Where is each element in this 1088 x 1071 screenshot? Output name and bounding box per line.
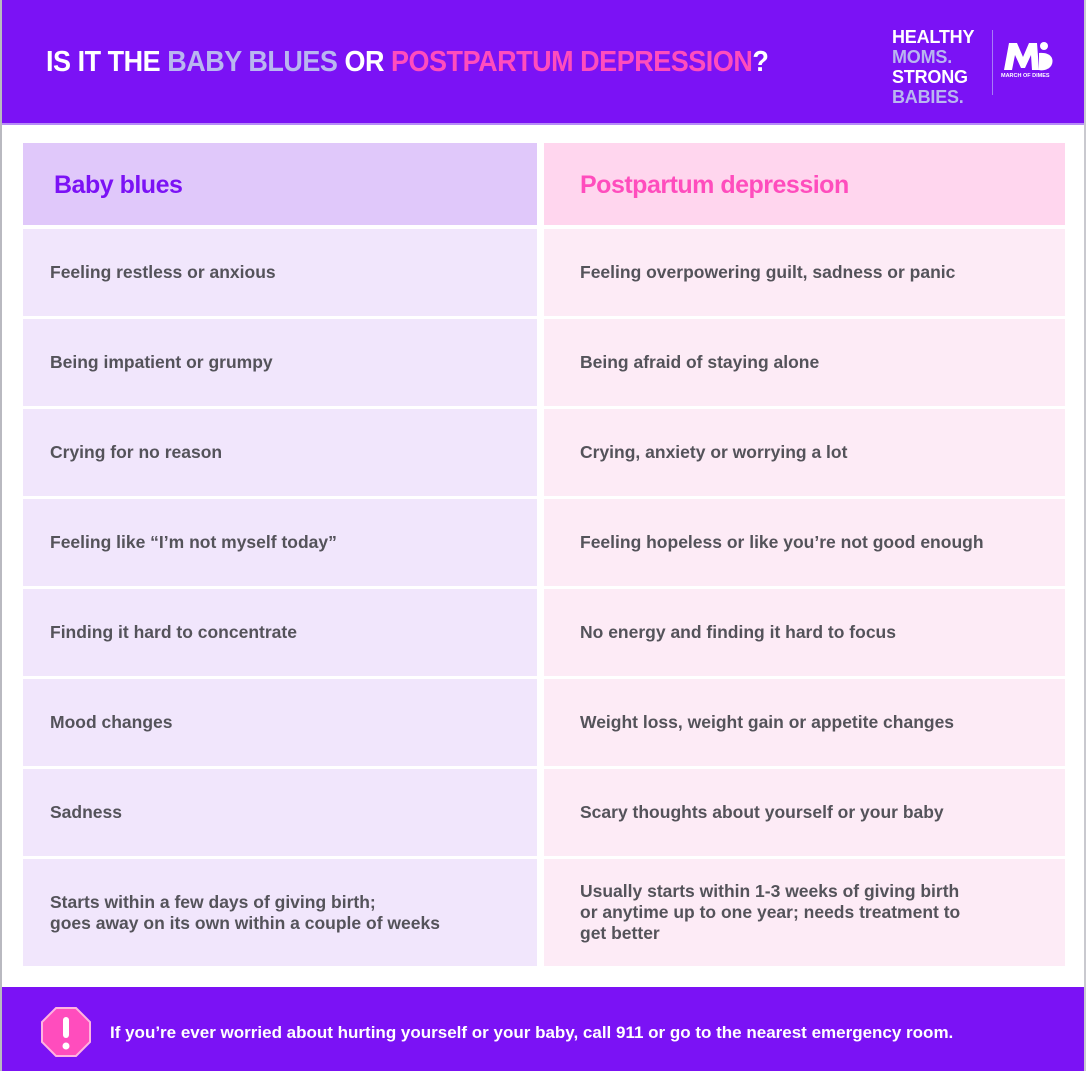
march-of-dimes-logo: MARCH OF DIMES — [1000, 40, 1056, 80]
table-cell-baby-blues: Being impatient or grumpy — [23, 319, 537, 406]
brand-divider — [992, 30, 993, 95]
page-border-right — [1084, 0, 1086, 1071]
brand-line-3: STRONG — [892, 67, 968, 87]
header-divider — [2, 123, 1084, 125]
page-border-left — [0, 0, 2, 1071]
table-cell-baby-blues: Feeling like “I’m not myself today” — [23, 499, 537, 586]
title-suffix: ? — [752, 46, 769, 78]
logo-caption: MARCH OF DIMES — [1001, 73, 1050, 79]
logo-mark-icon — [1004, 42, 1053, 71]
page-title: IS IT THE BABY BLUES OR POSTPARTUM DEPRE… — [46, 46, 769, 79]
alert-octagon-icon — [41, 1007, 91, 1057]
table-cell-postpartum: Usually starts within 1-3 weeks of givin… — [544, 859, 1065, 966]
emergency-notice: If you’re ever worried about hurting you… — [110, 1023, 954, 1042]
title-middle: OR — [337, 46, 392, 78]
brand-line-2: MOMS. — [892, 47, 952, 67]
brand-tagline: HEALTHY MOMS. STRONG BABIES. — [892, 27, 974, 107]
table-cell-baby-blues: Finding it hard to concentrate — [23, 589, 537, 676]
header-banner — [2, 0, 1084, 123]
table-cell-baby-blues: Sadness — [23, 769, 537, 856]
table-cell-postpartum: Feeling hopeless or like you’re not good… — [544, 499, 1065, 586]
table-cell-postpartum: No energy and finding it hard to focus — [544, 589, 1065, 676]
table-cell-baby-blues: Crying for no reason — [23, 409, 537, 496]
column-header-label: Baby blues — [54, 171, 183, 199]
brand-line-4: BABIES. — [892, 87, 964, 107]
table-cell-postpartum: Being afraid of staying alone — [544, 319, 1065, 406]
title-prefix: IS IT THE — [46, 46, 168, 78]
table-cell-baby-blues: Mood changes — [23, 679, 537, 766]
table-cell-postpartum: Feeling overpowering guilt, sadness or p… — [544, 229, 1065, 316]
brand-line-1: HEALTHY — [892, 27, 975, 47]
table-cell-postpartum: Scary thoughts about yourself or your ba… — [544, 769, 1065, 856]
column-header-label: Postpartum depression — [580, 171, 849, 199]
footer-banner — [2, 987, 1084, 1071]
title-postpartum-depression: POSTPARTUM DEPRESSION — [391, 46, 753, 78]
column-header-postpartum-depression: Postpartum depression — [544, 143, 1065, 225]
table-cell-postpartum: Crying, anxiety or worrying a lot — [544, 409, 1065, 496]
title-baby-blues: BABY BLUES — [167, 46, 338, 78]
table-cell-baby-blues: Starts within a few days of giving birth… — [23, 859, 537, 966]
table-cell-baby-blues: Feeling restless or anxious — [23, 229, 537, 316]
table-cell-postpartum: Weight loss, weight gain or appetite cha… — [544, 679, 1065, 766]
column-header-baby-blues: Baby blues — [23, 143, 537, 225]
